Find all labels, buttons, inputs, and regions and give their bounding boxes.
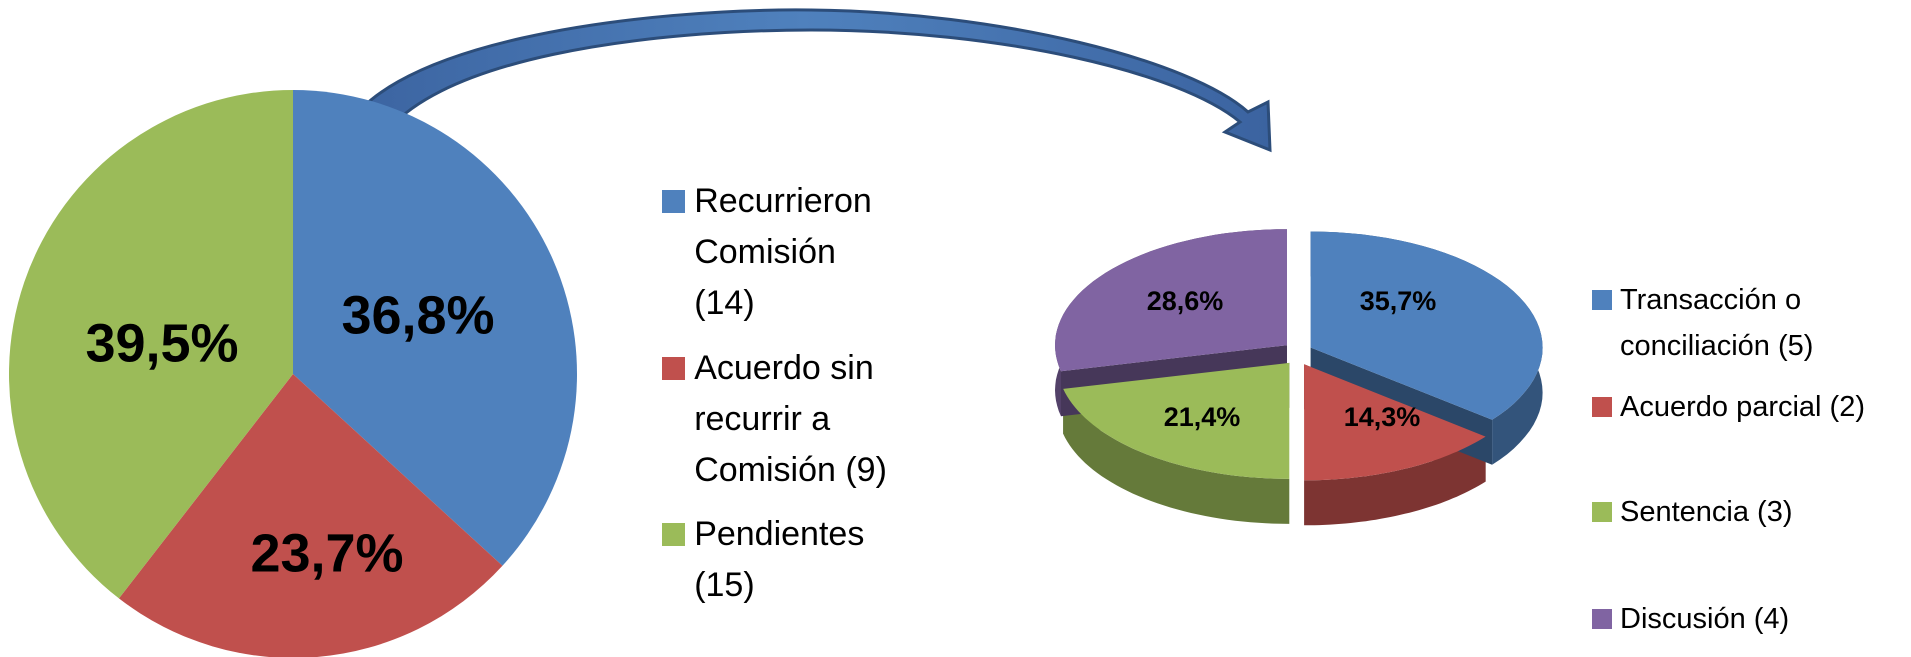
slice-wall bbox=[1304, 436, 1486, 526]
legend-label: Recurrieron Comisión (14) bbox=[694, 182, 872, 322]
legend-item: Recurrieron Comisión (14) bbox=[662, 176, 902, 329]
legend-item: Acuerdo sin recurrir a Comisión (9) bbox=[662, 343, 902, 496]
legend-item: Acuerdo parcial (2) bbox=[1592, 384, 1907, 430]
legend-item: Sentencia (3) bbox=[1592, 489, 1907, 535]
legend-swatch bbox=[1592, 397, 1612, 417]
legend-label: Sentencia (3) bbox=[1620, 496, 1793, 528]
legend-item: Transacción o conciliación (5) bbox=[1592, 277, 1907, 369]
arrow bbox=[336, 8, 1272, 153]
pie-slice bbox=[1063, 362, 1290, 479]
pie-slice bbox=[1055, 229, 1287, 372]
data-label: 35,7% bbox=[1360, 286, 1437, 316]
data-label: 21,4% bbox=[1164, 402, 1241, 432]
legend-swatch bbox=[662, 357, 685, 380]
pie-slice bbox=[8, 90, 293, 599]
legend-item: Pendientes (15) bbox=[662, 509, 902, 611]
legend-label: Acuerdo parcial (2) bbox=[1620, 391, 1865, 423]
legend-label: Acuerdo sin recurrir a Comisión (9) bbox=[694, 349, 887, 489]
data-label: 23,7% bbox=[250, 523, 403, 583]
legend-swatch bbox=[662, 190, 685, 213]
slice-wall bbox=[1063, 388, 1290, 524]
legend-label: Pendientes (15) bbox=[694, 515, 865, 604]
data-label: 39,5% bbox=[85, 313, 238, 373]
legend-label: Discusión (4) bbox=[1620, 603, 1790, 635]
legend-swatch bbox=[1592, 290, 1612, 310]
pie-slice bbox=[1310, 231, 1543, 420]
legend-item: Discusión (4) bbox=[1592, 596, 1907, 642]
data-label: 28,6% bbox=[1147, 286, 1224, 316]
legend-swatch bbox=[1592, 502, 1612, 522]
legend-label: Transacción o conciliación (5) bbox=[1620, 284, 1814, 362]
data-label: 36,8% bbox=[341, 285, 494, 345]
legend-swatch bbox=[662, 523, 685, 546]
pie-slice bbox=[1304, 364, 1486, 481]
data-label: 14,3% bbox=[1344, 402, 1421, 432]
legend-swatch bbox=[1592, 609, 1612, 629]
pie-slice bbox=[118, 374, 503, 657]
pie-slice bbox=[293, 90, 577, 566]
